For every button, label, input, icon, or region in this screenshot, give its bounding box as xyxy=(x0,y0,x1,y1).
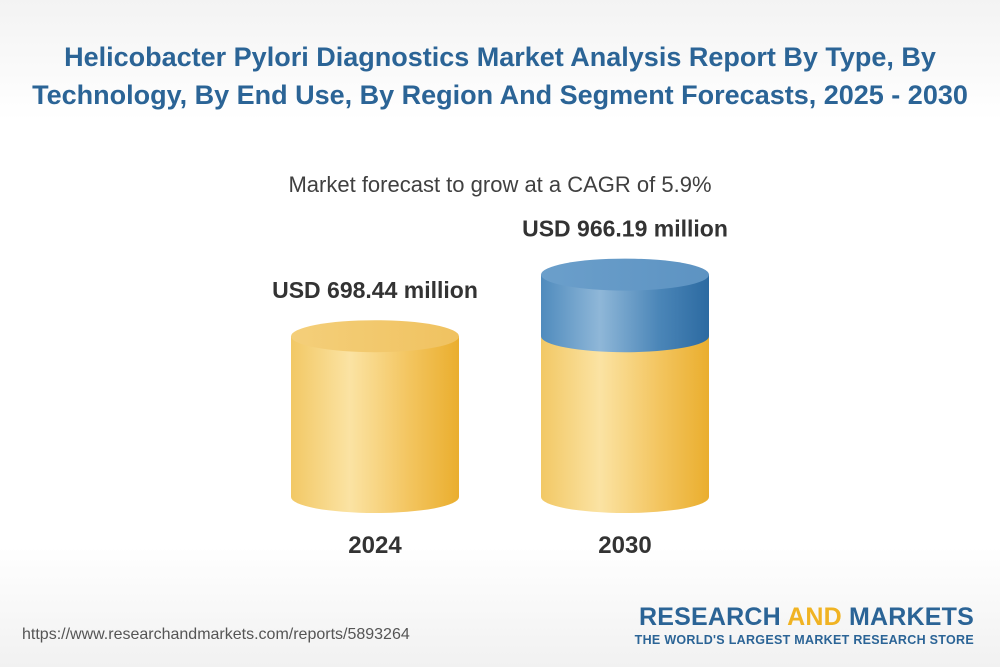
value-label-2030: USD 966.19 million xyxy=(522,216,728,242)
logo-word-markets: MARKETS xyxy=(848,603,974,631)
category-label-2030: 2030 xyxy=(598,532,651,559)
report-url[interactable]: https://www.researchandmarkets.com/repor… xyxy=(22,626,410,643)
logo-wordmark: RESEARCH AND MARKETS xyxy=(635,602,974,632)
page-title: Helicobacter Pylori Diagnostics Market A… xyxy=(32,42,968,110)
logo-word-and: AND xyxy=(787,603,842,631)
brand-logo: RESEARCH AND MARKETS THE WORLD'S LARGEST… xyxy=(635,602,974,648)
cylinder-top-2024 xyxy=(291,320,459,353)
category-label-2024: 2024 xyxy=(348,532,402,559)
value-label-2024: USD 698.44 million xyxy=(272,277,478,303)
logo-tagline: THE WORLD'S LARGEST MARKET RESEARCH STOR… xyxy=(634,633,974,647)
logo-word-research: RESEARCH xyxy=(638,603,781,631)
cylinder-body-2030 xyxy=(541,336,709,513)
cylinder-body-2024 xyxy=(291,336,459,513)
cylinder-growth-segment-2030 xyxy=(541,274,709,353)
cagr-subtitle: Market forecast to grow at a CAGR of 5.9… xyxy=(288,172,712,197)
cylinder-top-2030 xyxy=(541,258,709,291)
